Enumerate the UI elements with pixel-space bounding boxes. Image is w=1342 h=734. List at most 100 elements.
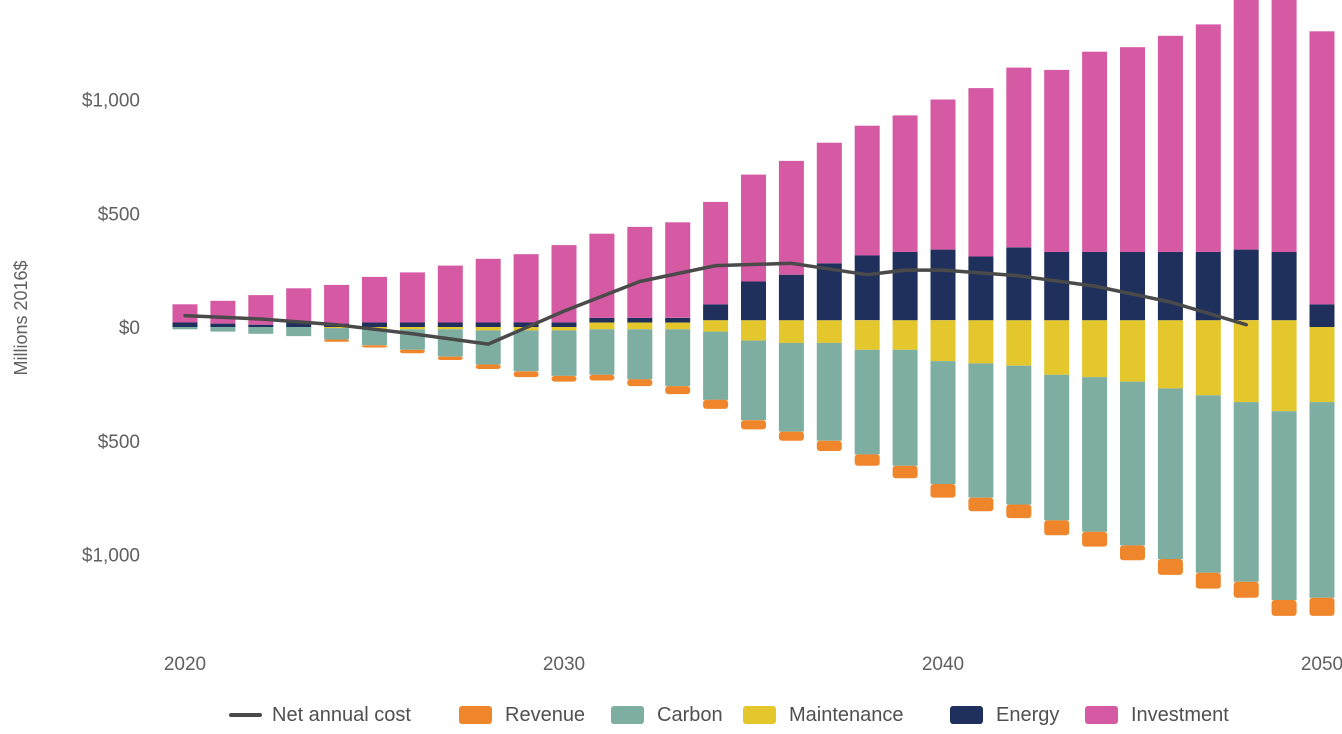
- bar-energy-2030: [552, 322, 577, 327]
- bar-energy-2034: [703, 304, 728, 320]
- bar-energy-2022: [248, 325, 273, 327]
- y-tick-label: $500: [98, 432, 140, 453]
- bar-maintenance-2047: [1196, 320, 1221, 327]
- bar-investment-2021: [210, 301, 235, 324]
- bar-maintenance-2033: [665, 322, 690, 327]
- bar-maintenance-2038: [855, 327, 880, 350]
- bar-energy-2038: [855, 255, 880, 320]
- bar-carbon-2035: [741, 341, 766, 421]
- bar-investment-2047: [1196, 24, 1221, 252]
- bar-maintenance-2037: [817, 320, 842, 327]
- bar-carbon-2029: [514, 330, 539, 371]
- bar-revenue-2029: [514, 371, 539, 377]
- bar-maintenance-2031: [589, 327, 614, 329]
- x-tick-label: 2030: [543, 654, 585, 675]
- bar-investment-2034: [703, 202, 728, 304]
- bar-revenue-2042: [1006, 505, 1031, 519]
- bar-revenue-2025: [362, 345, 387, 347]
- bar-carbon-2040: [931, 361, 956, 484]
- bar-investment-2046: [1158, 36, 1183, 252]
- bar-revenue-2028: [476, 365, 501, 370]
- legend-swatch-energy: [950, 706, 983, 724]
- bar-investment-2040: [931, 100, 956, 250]
- bar-maintenance-2044: [1082, 320, 1107, 327]
- legend-swatch-investment: [1085, 706, 1118, 724]
- bar-investment-2020: [173, 304, 198, 322]
- bar-carbon-2047: [1196, 395, 1221, 573]
- legend-swatch-maintenance: [743, 706, 776, 724]
- bar-energy-2031: [589, 318, 614, 323]
- bar-carbon-2043: [1044, 375, 1069, 521]
- bar-carbon-2030: [552, 330, 577, 376]
- bar-energy-2041: [968, 257, 993, 321]
- bar-revenue-2044: [1082, 532, 1107, 547]
- bar-maintenance-2045: [1120, 327, 1145, 382]
- legend-swatch-revenue: [459, 706, 492, 724]
- bar-energy-2027: [438, 322, 463, 327]
- bar-revenue-2046: [1158, 559, 1183, 575]
- bar-maintenance-2043: [1044, 320, 1069, 327]
- bar-energy-2033: [665, 318, 690, 323]
- bar-maintenance-2049: [1272, 320, 1297, 327]
- bar-energy-2025: [362, 322, 387, 327]
- legend-label: Revenue: [505, 704, 585, 727]
- bar-investment-2029: [514, 254, 539, 322]
- bar-investment-2041: [968, 88, 993, 256]
- bar-maintenance-2038: [855, 320, 880, 327]
- bar-carbon-2048: [1234, 402, 1259, 582]
- bar-investment-2024: [324, 285, 349, 324]
- y-tick-label: $500: [98, 204, 140, 225]
- bar-carbon-2041: [968, 363, 993, 497]
- bar-carbon-2024: [324, 328, 349, 339]
- legend: Net annual cost Revenue Carbon Maintenan…: [0, 700, 1342, 734]
- legend-item-revenue: Revenue: [459, 700, 585, 730]
- bar-energy-2026: [400, 322, 425, 327]
- bar-maintenance-2034: [703, 327, 728, 332]
- bar-revenue-2038: [855, 454, 880, 465]
- legend-item-maintenance: Maintenance: [743, 700, 904, 730]
- bar-maintenance-2036: [779, 327, 804, 343]
- legend-item-net-annual-cost: Net annual cost: [229, 700, 411, 730]
- bar-maintenance-2045: [1120, 320, 1145, 327]
- bar-carbon-2036: [779, 343, 804, 432]
- bar-revenue-2031: [589, 375, 614, 381]
- bar-energy-2049: [1272, 252, 1297, 320]
- bar-investment-2050: [1310, 31, 1335, 304]
- bar-energy-2039: [893, 252, 918, 320]
- bar-maintenance-2048: [1234, 327, 1259, 402]
- bar-maintenance-2033: [665, 327, 690, 329]
- bar-maintenance-2042: [1006, 320, 1031, 327]
- bar-maintenance-2046: [1158, 320, 1183, 327]
- legend-label: Net annual cost: [272, 704, 411, 727]
- bar-maintenance-2040: [931, 320, 956, 327]
- bar-maintenance-2041: [968, 327, 993, 363]
- bar-energy-2045: [1120, 252, 1145, 320]
- legend-label: Maintenance: [789, 704, 904, 727]
- bar-energy-2036: [779, 275, 804, 321]
- bar-maintenance-2035: [741, 327, 766, 341]
- bar-investment-2025: [362, 277, 387, 323]
- bar-maintenance-2049: [1272, 327, 1297, 411]
- bar-investment-2031: [589, 234, 614, 318]
- legend-swatch-net-annual-cost: [229, 713, 262, 717]
- bar-maintenance-2030: [552, 327, 577, 330]
- bar-maintenance-2042: [1006, 327, 1031, 366]
- bar-revenue-2034: [703, 400, 728, 409]
- bar-investment-2028: [476, 259, 501, 323]
- y-axis-ticks: $1,000 $500 $0 $500 $1,000: [82, 91, 140, 567]
- bar-maintenance-2037: [817, 327, 842, 343]
- bar-energy-2040: [931, 250, 956, 321]
- y-axis-label: Millions 2016$: [11, 260, 31, 375]
- bar-carbon-2034: [703, 332, 728, 400]
- legend-label: Investment: [1131, 704, 1229, 727]
- bar-maintenance-2034: [703, 320, 728, 327]
- legend-label: Carbon: [657, 704, 723, 727]
- bar-revenue-2036: [779, 432, 804, 441]
- bar-maintenance-2044: [1082, 327, 1107, 377]
- bar-investment-2027: [438, 266, 463, 323]
- bar-revenue-2039: [893, 466, 918, 479]
- bar-maintenance-2026: [400, 327, 425, 329]
- bar-revenue-2032: [627, 379, 652, 386]
- bar-maintenance-2040: [931, 327, 956, 361]
- bar-maintenance-2043: [1044, 327, 1069, 375]
